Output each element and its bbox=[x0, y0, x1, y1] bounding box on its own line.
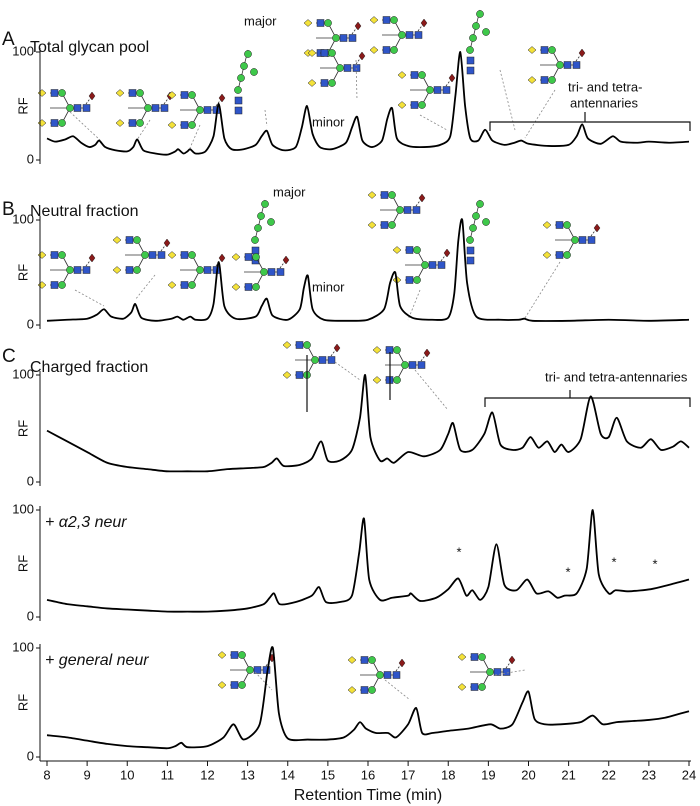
leader-lines bbox=[69, 59, 561, 701]
y-tick-label: 0 bbox=[27, 473, 34, 488]
x-tick-label: 15 bbox=[321, 767, 335, 782]
x-tick-label: 20 bbox=[521, 767, 535, 782]
x-axis-label: Retention Time (min) bbox=[294, 787, 443, 804]
trace bbox=[46, 646, 690, 750]
y-tick-label: 100 bbox=[12, 211, 34, 226]
y-tick-label: 100 bbox=[12, 43, 34, 58]
y-tick-label: 0 bbox=[27, 151, 34, 166]
y-tick-label: 0 bbox=[27, 316, 34, 331]
annotation: minor bbox=[312, 114, 345, 129]
panel-title: Total glycan pool bbox=[30, 39, 149, 56]
annotation: * bbox=[611, 554, 616, 569]
x-tick-label: 22 bbox=[602, 767, 616, 782]
annotation: * bbox=[652, 556, 657, 571]
panel-letter: C bbox=[2, 346, 16, 367]
y-axis-label: RF bbox=[15, 555, 30, 572]
brackets bbox=[306, 112, 691, 412]
panel-title: + general neur bbox=[45, 652, 149, 669]
y-tick-label: 100 bbox=[12, 501, 34, 516]
x-tick-label: 8 bbox=[43, 767, 50, 782]
y-tick-label: 0 bbox=[27, 608, 34, 623]
trace bbox=[46, 51, 690, 156]
x-tick-label: 14 bbox=[281, 767, 295, 782]
annotation: * bbox=[456, 544, 461, 559]
panel-title: + α2,3 neur bbox=[45, 514, 127, 531]
y-tick-label: 100 bbox=[12, 639, 34, 654]
annotation: major bbox=[244, 13, 277, 28]
x-tick-label: 13 bbox=[240, 767, 254, 782]
trace bbox=[46, 218, 690, 322]
x-tick-label: 23 bbox=[642, 767, 656, 782]
x-tick-label: 19 bbox=[481, 767, 495, 782]
x-tick-label: 10 bbox=[120, 767, 134, 782]
annotation: tri- and tetra- bbox=[568, 79, 642, 94]
x-tick-label: 21 bbox=[561, 767, 575, 782]
x-tick-label: 17 bbox=[401, 767, 415, 782]
x-tick-label: 9 bbox=[84, 767, 91, 782]
annotation: * bbox=[565, 564, 570, 579]
annotation: minor bbox=[312, 279, 345, 294]
annotation: tri- and tetra-antennaries bbox=[545, 369, 688, 384]
trace bbox=[46, 374, 690, 473]
panel-letter: A bbox=[2, 29, 15, 50]
annotation: major bbox=[273, 184, 306, 199]
y-axis-label: RF bbox=[15, 420, 30, 437]
panel-title: Charged fraction bbox=[30, 359, 148, 376]
y-axis-label: RF bbox=[15, 264, 30, 281]
x-tick-label: 16 bbox=[361, 767, 375, 782]
x-tick-label: 18 bbox=[441, 767, 455, 782]
panel-letter: B bbox=[2, 199, 15, 220]
x-tick-label: 11 bbox=[161, 767, 175, 782]
panel-title: Neutral fraction bbox=[30, 203, 139, 220]
y-tick-label: 100 bbox=[12, 366, 34, 381]
annotation: antennaries bbox=[570, 95, 638, 110]
x-tick-label: 12 bbox=[200, 767, 214, 782]
y-tick-label: 0 bbox=[27, 748, 34, 763]
trace bbox=[46, 509, 690, 613]
y-axis-label: RF bbox=[15, 97, 30, 114]
x-tick-label: 24 bbox=[682, 767, 696, 782]
y-axis-label: RF bbox=[15, 694, 30, 711]
